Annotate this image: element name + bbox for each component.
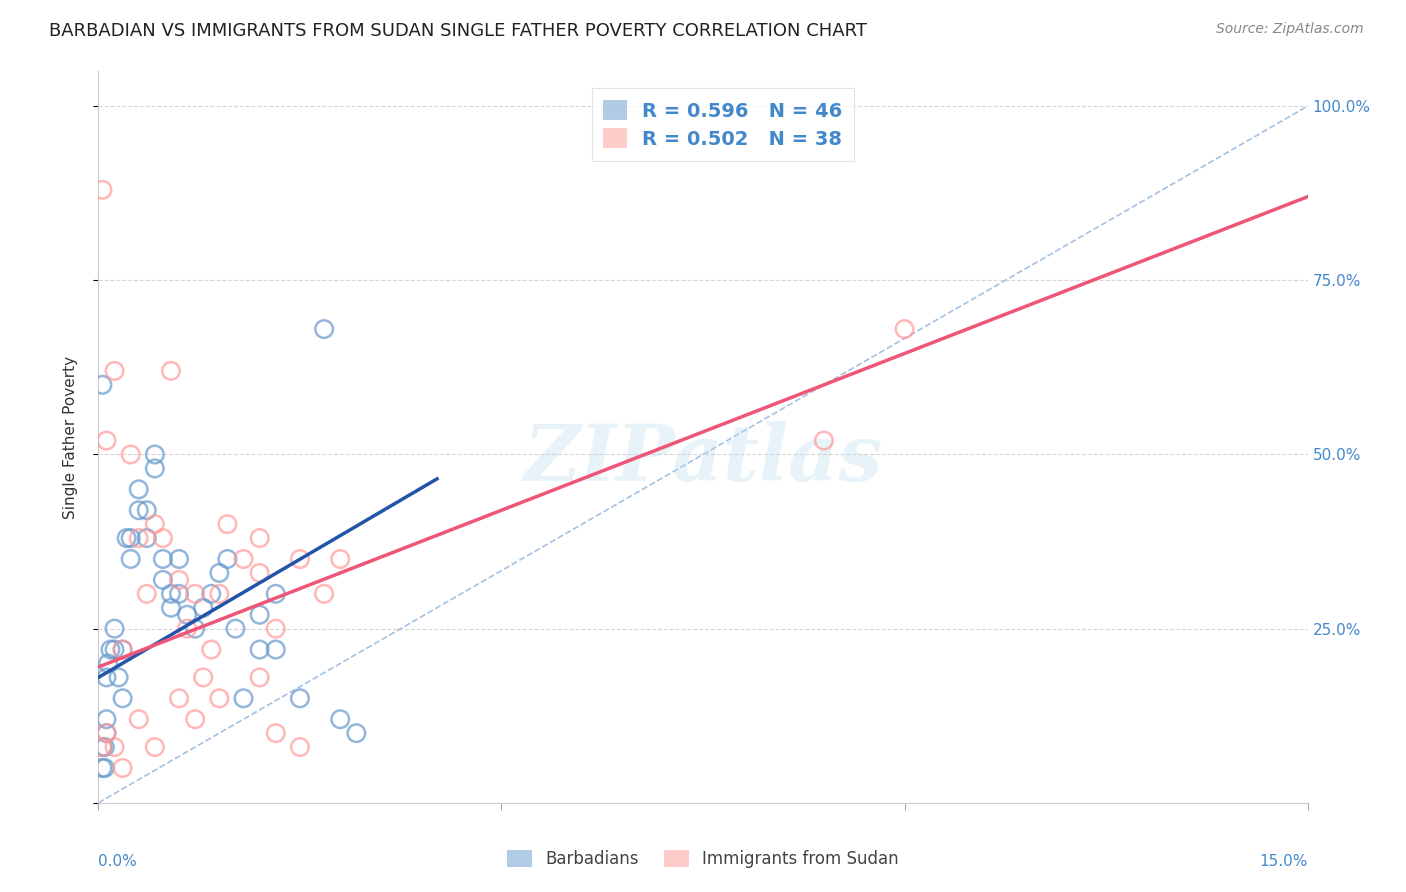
Point: [160, 364, 183, 378]
Point: [288, 552, 311, 566]
Legend: Barbadians, Immigrants from Sudan: Barbadians, Immigrants from Sudan: [501, 843, 905, 875]
Point: [208, 587, 231, 601]
Point: [217, 552, 239, 566]
Point: [135, 503, 157, 517]
Point: [329, 712, 352, 726]
Point: [143, 517, 166, 532]
Point: [120, 448, 142, 462]
Point: [120, 531, 142, 545]
Point: [176, 607, 198, 622]
Point: [91, 740, 114, 755]
Point: [167, 587, 190, 601]
Point: [184, 587, 207, 601]
Point: [91, 761, 114, 775]
Point: [143, 461, 166, 475]
Point: [103, 622, 125, 636]
Point: [264, 622, 287, 636]
Point: [152, 531, 174, 545]
Point: [94, 740, 117, 755]
Point: [107, 670, 129, 684]
Point: [208, 566, 231, 580]
Point: [288, 691, 311, 706]
Point: [128, 712, 150, 726]
Point: [91, 377, 114, 392]
Point: [96, 726, 118, 740]
Point: [96, 726, 118, 740]
Point: [135, 531, 157, 545]
Point: [167, 552, 190, 566]
Point: [813, 434, 835, 448]
Text: Source: ZipAtlas.com: Source: ZipAtlas.com: [1216, 22, 1364, 37]
Point: [128, 503, 150, 517]
Point: [120, 552, 142, 566]
Point: [111, 761, 134, 775]
Point: [96, 712, 118, 726]
Point: [249, 642, 271, 657]
Point: [193, 600, 215, 615]
Point: [232, 552, 254, 566]
Point: [184, 712, 207, 726]
Point: [103, 642, 125, 657]
Point: [97, 657, 120, 671]
Point: [288, 740, 311, 755]
Text: 15.0%: 15.0%: [1260, 854, 1308, 869]
Point: [91, 740, 114, 755]
Point: [264, 726, 287, 740]
Point: [103, 740, 125, 755]
Text: ZIPatlas: ZIPatlas: [523, 421, 883, 497]
Point: [167, 691, 190, 706]
Point: [128, 531, 150, 545]
Point: [264, 642, 287, 657]
Point: [167, 573, 190, 587]
Point: [249, 670, 271, 684]
Point: [344, 726, 367, 740]
Point: [111, 642, 134, 657]
Point: [96, 434, 118, 448]
Point: [111, 642, 134, 657]
Point: [232, 691, 254, 706]
Text: BARBADIAN VS IMMIGRANTS FROM SUDAN SINGLE FATHER POVERTY CORRELATION CHART: BARBADIAN VS IMMIGRANTS FROM SUDAN SINGL…: [49, 22, 868, 40]
Point: [249, 566, 271, 580]
Point: [111, 691, 134, 706]
Point: [143, 740, 166, 755]
Point: [160, 587, 183, 601]
Point: [224, 622, 246, 636]
Legend: R = 0.596   N = 46, R = 0.502   N = 38: R = 0.596 N = 46, R = 0.502 N = 38: [592, 88, 855, 161]
Point: [176, 622, 198, 636]
Point: [200, 642, 222, 657]
Point: [115, 531, 138, 545]
Point: [160, 600, 183, 615]
Point: [314, 322, 336, 336]
Point: [193, 670, 215, 684]
Point: [217, 517, 239, 532]
Point: [893, 322, 915, 336]
Point: [329, 552, 352, 566]
Point: [184, 622, 207, 636]
Point: [152, 552, 174, 566]
Point: [94, 761, 117, 775]
Point: [143, 448, 166, 462]
Point: [135, 587, 157, 601]
Point: [103, 364, 125, 378]
Point: [128, 483, 150, 497]
Point: [208, 691, 231, 706]
Point: [264, 587, 287, 601]
Point: [200, 587, 222, 601]
Point: [100, 642, 122, 657]
Point: [96, 670, 118, 684]
Point: [152, 573, 174, 587]
Point: [91, 183, 114, 197]
Point: [314, 587, 336, 601]
Point: [249, 607, 271, 622]
Point: [249, 531, 271, 545]
Y-axis label: Single Father Poverty: Single Father Poverty: [63, 356, 77, 518]
Text: 0.0%: 0.0%: [98, 854, 138, 869]
